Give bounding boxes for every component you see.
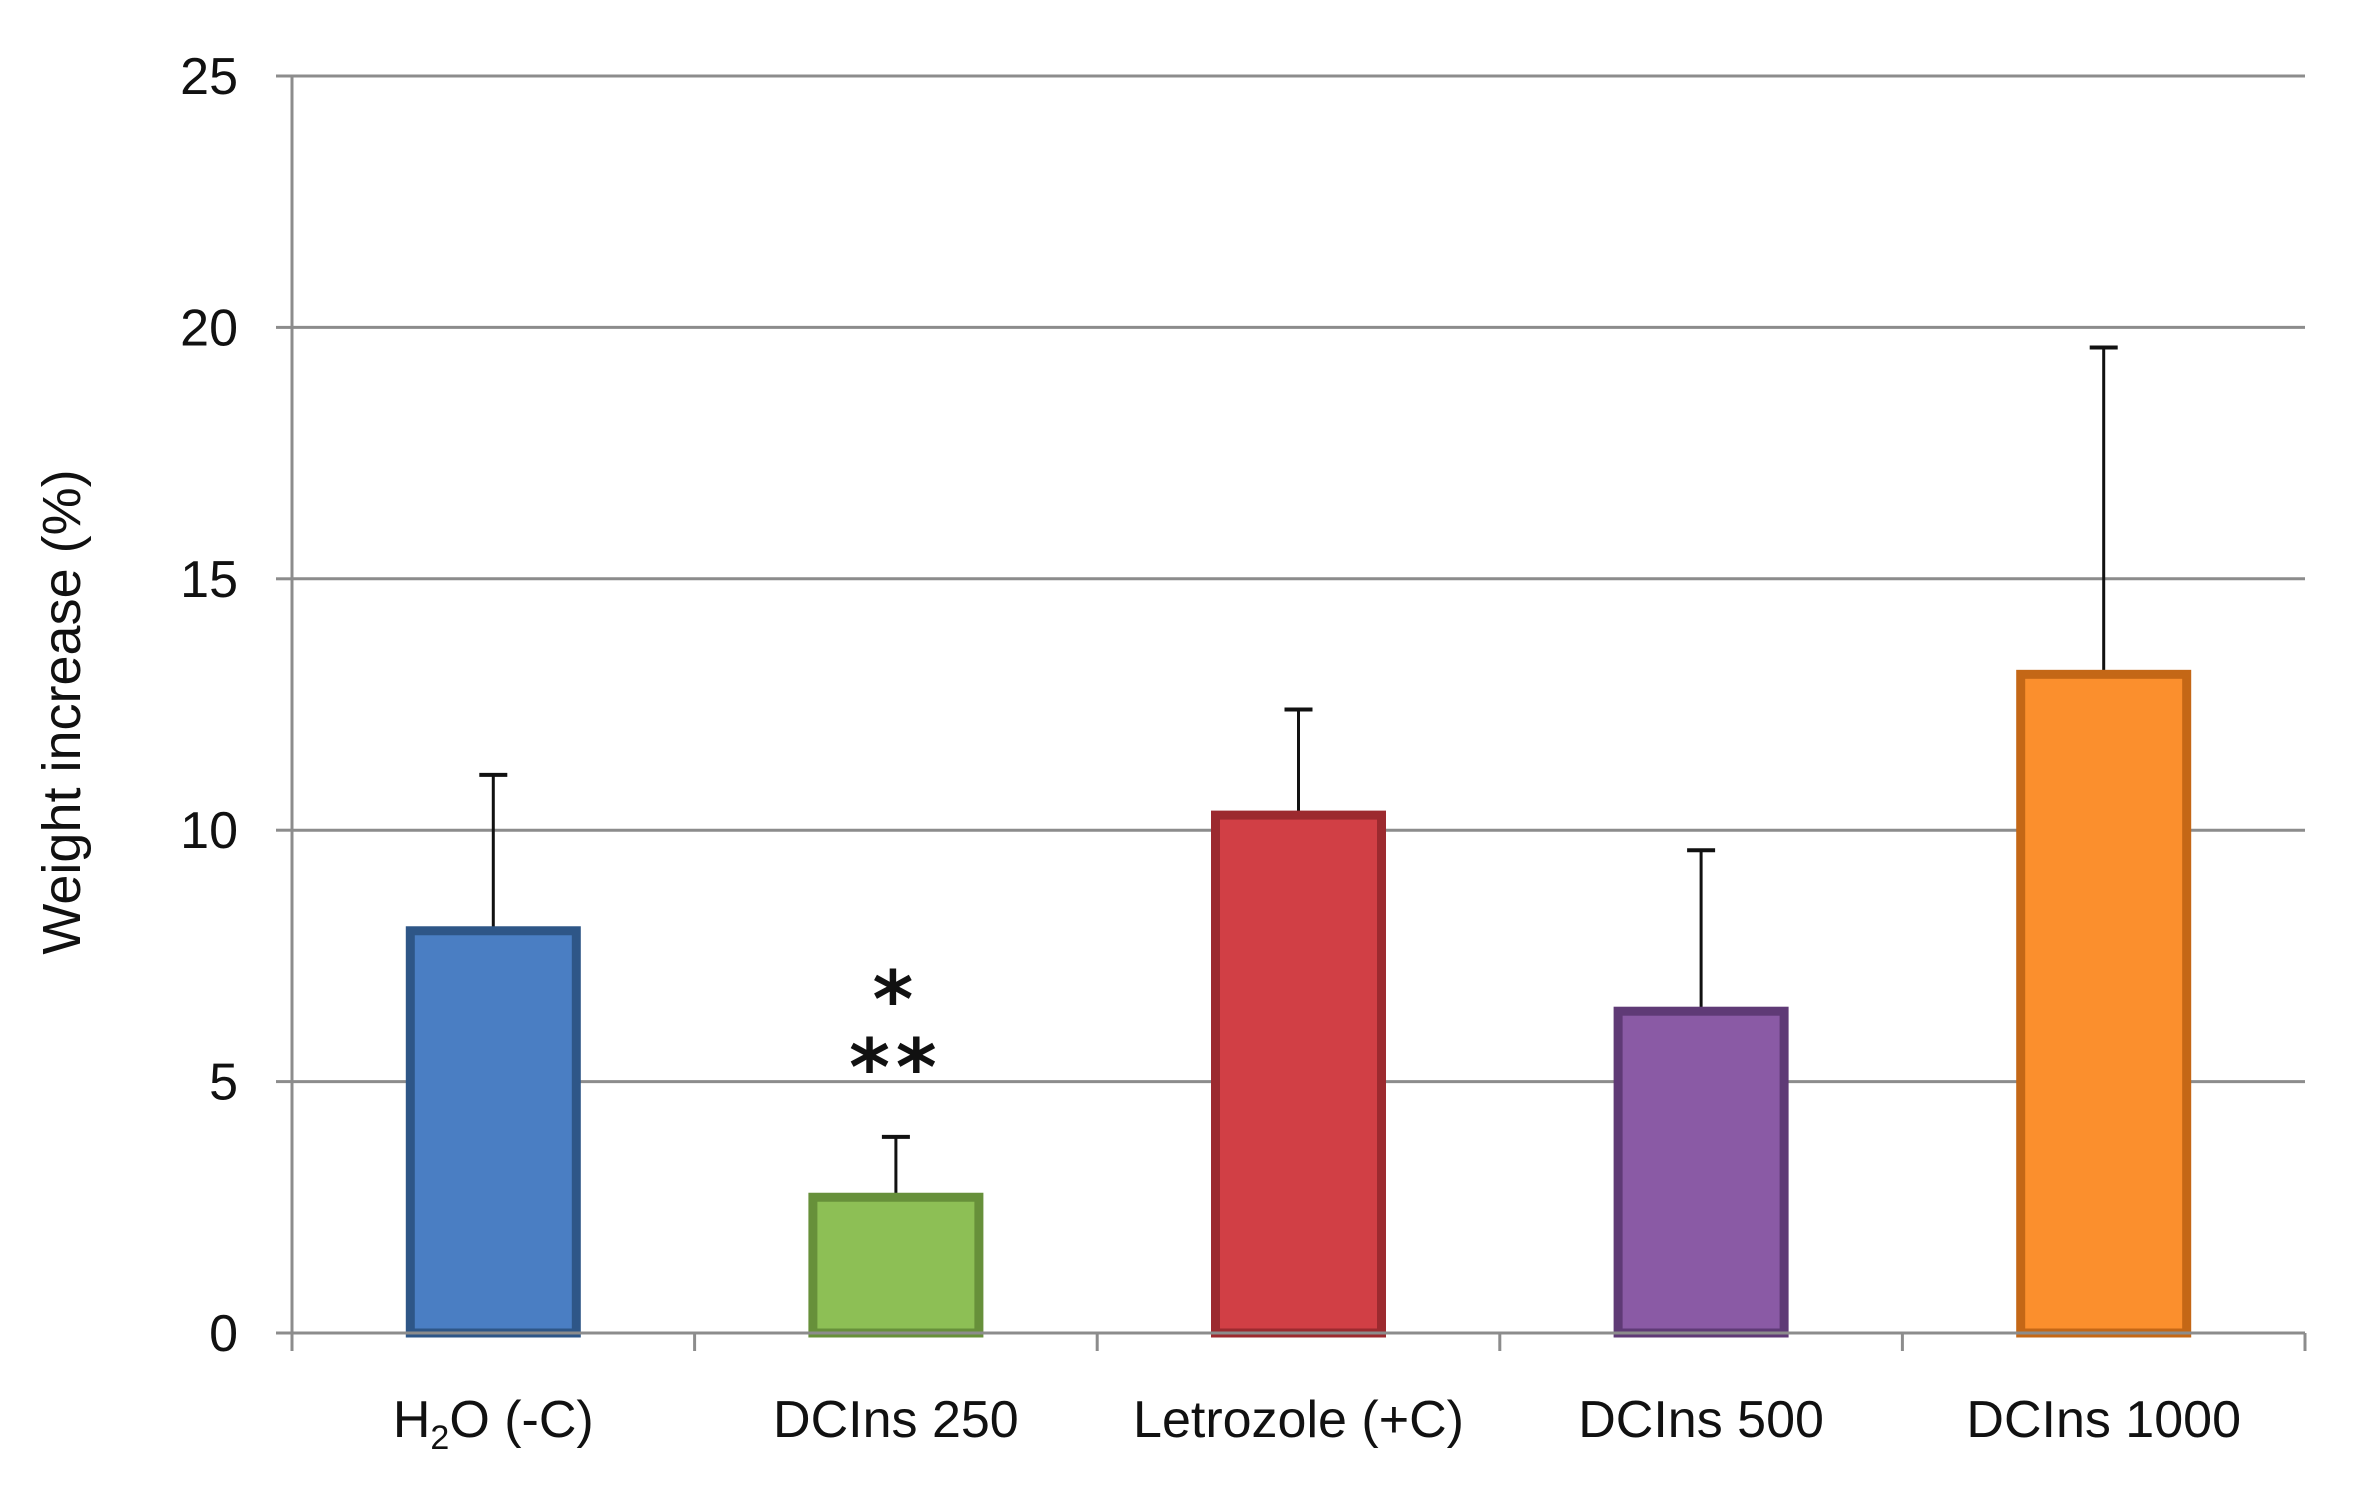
bar-4: [2016, 669, 2192, 1338]
x-tick-label-4: DCIns 1000: [1966, 1391, 2241, 1449]
x-axis-tick-labels: H2O (-C) DCIns 250 Letrozole (+C) DCIns 500…: [393, 1391, 2241, 1457]
bar-2: [1211, 810, 1386, 1338]
axes: [276, 74, 2307, 1351]
significance-mark-0-0: *: [873, 956, 920, 1046]
bars: [405, 345, 2192, 1338]
significance-annotations: ***: [849, 956, 943, 1114]
y-tick-label-20: 20: [180, 299, 238, 357]
bar-1: [808, 1192, 984, 1338]
x-tick-label-0: H2O (-C): [393, 1391, 594, 1457]
y-axis-tick-labels: 0 5 10 15 20 25: [180, 48, 238, 1363]
y-tick-label-0: 0: [209, 1305, 238, 1363]
significance-mark-0-1: **: [849, 1024, 943, 1114]
y-tick-label-15: 15: [180, 551, 238, 609]
y-axis-title: Weight increase (%): [32, 469, 92, 954]
bar-3: [1613, 1006, 1789, 1338]
bar-0: [405, 926, 581, 1338]
x-tick-label-3: DCIns 500: [1578, 1391, 1824, 1449]
y-tick-label-25: 25: [180, 48, 238, 106]
y-tick-label-10: 10: [180, 802, 238, 860]
y-tick-label-5: 5: [209, 1054, 238, 1112]
gridlines: [292, 74, 2305, 1084]
x-tick-label-2: Letrozole (+C): [1133, 1391, 1464, 1449]
x-tick-label-1: DCIns 250: [773, 1391, 1019, 1449]
